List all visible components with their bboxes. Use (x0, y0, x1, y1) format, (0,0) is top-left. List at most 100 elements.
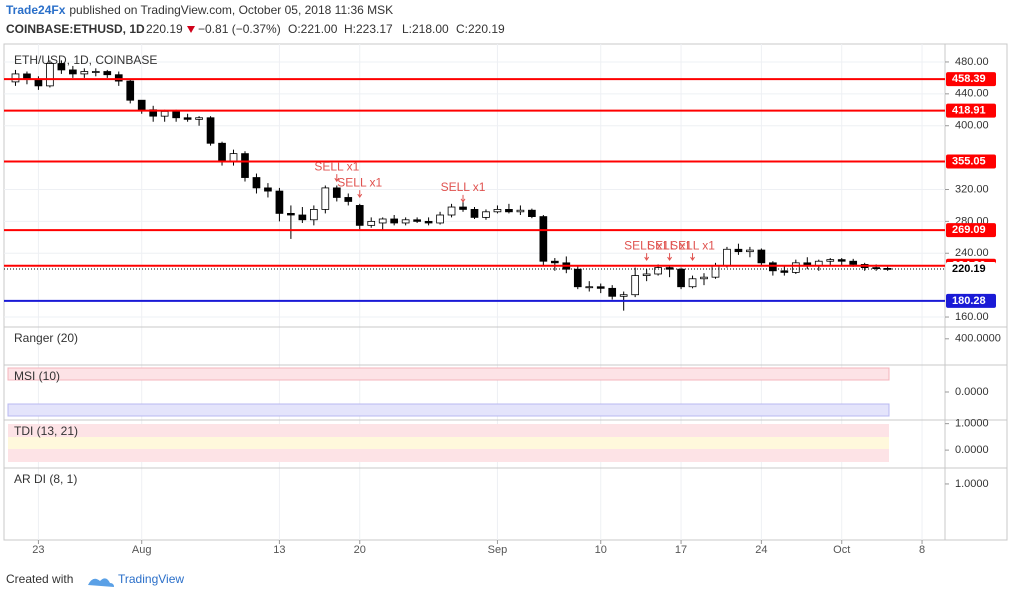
candle-body (183, 117, 192, 120)
candle-body (470, 209, 479, 218)
x-tick-label: Oct (833, 544, 850, 556)
sell-arrow (644, 253, 650, 261)
candle-body (332, 187, 341, 198)
candle-body (688, 278, 697, 288)
footer: Created with (6, 572, 73, 586)
pane-band (7, 367, 890, 381)
down-arrow (187, 26, 195, 33)
support-box (946, 293, 996, 308)
ohlc-low: L:218.00 (402, 22, 449, 36)
y-tick-label: 400.00 (955, 120, 989, 132)
x-tick-label: 17 (675, 544, 687, 556)
candle-body (114, 74, 123, 82)
candle-body (160, 110, 169, 117)
candle-body (516, 209, 525, 213)
y-tick-label: 480.00 (955, 56, 989, 68)
candle-body (172, 110, 180, 119)
candle-body (344, 197, 353, 202)
sell-arrow (357, 190, 363, 199)
candle-body (103, 71, 112, 76)
candle-body (321, 187, 330, 210)
candle-body (619, 294, 628, 297)
pane-band (8, 449, 889, 462)
last-price-label: 220.19 (952, 263, 986, 275)
y-tick-label: 240.00 (955, 247, 989, 259)
pane-band (8, 424, 889, 437)
sell-arrow (460, 194, 466, 203)
change: −0.81 (−0.37%) (198, 22, 281, 36)
candle-body (757, 249, 766, 264)
x-tick-label: Sep (488, 544, 508, 556)
pane-title: ETH/USD, 1D, COINBASE (14, 53, 157, 67)
candle-body (528, 209, 536, 217)
candle-body (390, 218, 399, 224)
candle-body (80, 71, 89, 75)
candle-body (241, 153, 249, 178)
sell-arrow (667, 253, 673, 261)
y-tick-label: 320.00 (955, 183, 989, 195)
sell-annotation: SELL x1 (441, 180, 486, 194)
pane-title: AR DI (8, 1) (14, 472, 77, 486)
level-label: 418.91 (952, 105, 986, 117)
candle-body (791, 262, 800, 273)
candle-body (264, 187, 272, 192)
candle-body (459, 206, 467, 210)
candle-body (711, 265, 720, 278)
candle-body (665, 267, 674, 270)
candle-body (746, 249, 754, 253)
level-label: 458.39 (952, 73, 986, 85)
support-label: 180.28 (952, 295, 986, 307)
x-tick-label: 8 (919, 544, 925, 556)
ohlc-high: H:223.17 (344, 22, 393, 36)
author[interactable]: Trade24Fx (6, 3, 66, 17)
sell-arrow (334, 174, 340, 183)
x-tick-label: Aug (132, 544, 152, 556)
y-tick-label: 440.00 (955, 88, 989, 100)
y-tick-label: 160.00 (955, 311, 989, 323)
candle-body (539, 216, 548, 262)
candle-body (482, 211, 490, 218)
pane-title: Ranger (20) (14, 331, 78, 345)
candle-body (287, 213, 295, 216)
candle-body (734, 248, 743, 253)
candle-body (826, 259, 835, 262)
candle-body (550, 260, 559, 264)
candle-body (206, 117, 215, 144)
candle-body (700, 276, 708, 280)
candle-body (57, 63, 66, 71)
candle-body (309, 209, 318, 221)
frame (3, 43, 1008, 541)
pane-tick-label: 0.0000 (955, 386, 989, 398)
x-tick-label: 24 (755, 544, 767, 556)
brand-logo (88, 578, 114, 587)
candle-body (298, 214, 307, 221)
candle-body (493, 209, 502, 213)
candle-body (769, 262, 777, 272)
candle-body (780, 270, 789, 273)
ohlc-open: O:221.00 (288, 22, 338, 36)
pane-title: TDI (13, 21) (14, 424, 78, 438)
last-price-box (946, 262, 996, 277)
candle-body (573, 268, 582, 288)
level-box (946, 103, 996, 118)
sell-annotation: SELL x1 (314, 159, 359, 173)
candle-body (424, 220, 433, 224)
pane-band (8, 437, 889, 449)
candle-body (137, 99, 146, 111)
pane-tick-label: 400.0000 (955, 333, 1001, 345)
candle-body (218, 142, 226, 162)
x-tick-label: 23 (32, 544, 44, 556)
pane-title: MSI (10) (14, 369, 60, 383)
candle-body (252, 177, 261, 189)
x-tick-label: 20 (354, 544, 366, 556)
candle-body (11, 73, 20, 83)
x-tick-label: 13 (273, 544, 285, 556)
candle-body (608, 287, 617, 297)
price: 220.19 (146, 22, 183, 36)
candle-body (723, 248, 731, 267)
candle-body (275, 190, 284, 214)
candle-body (355, 205, 364, 226)
candle-body (849, 260, 858, 265)
candle-body (401, 219, 410, 224)
